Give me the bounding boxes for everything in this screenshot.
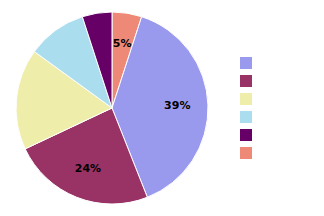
legend [240, 57, 252, 159]
data-label: 39% [164, 99, 190, 112]
data-label: 5% [113, 37, 132, 50]
legend-swatch [240, 147, 252, 159]
pie-slice [82, 12, 112, 108]
data-labels: 5% 39% 24% [75, 37, 191, 175]
legend-swatch [240, 129, 252, 141]
data-label: 24% [75, 162, 101, 175]
legend-swatch [240, 111, 252, 123]
legend-swatch [240, 93, 252, 105]
legend-swatch [240, 75, 252, 87]
pie [16, 12, 208, 204]
legend-swatch [240, 57, 252, 69]
chart: 5% 39% 24% [0, 0, 324, 216]
